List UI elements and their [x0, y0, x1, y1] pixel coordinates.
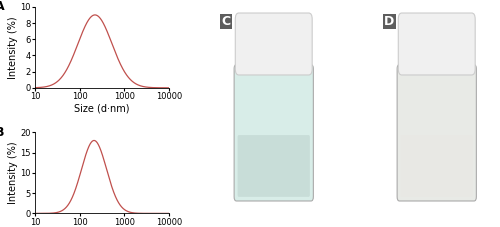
FancyBboxPatch shape: [236, 13, 312, 75]
Text: C: C: [222, 15, 230, 28]
FancyBboxPatch shape: [238, 135, 310, 197]
Text: D: D: [384, 15, 394, 28]
FancyBboxPatch shape: [400, 135, 473, 197]
X-axis label: Size (d·nm): Size (d·nm): [74, 104, 130, 114]
Y-axis label: Intensity (%): Intensity (%): [8, 142, 18, 204]
FancyBboxPatch shape: [234, 65, 314, 201]
Text: B: B: [0, 126, 4, 139]
Text: A: A: [0, 0, 4, 13]
FancyBboxPatch shape: [397, 65, 476, 201]
Y-axis label: Intensity (%): Intensity (%): [8, 16, 18, 79]
FancyBboxPatch shape: [398, 13, 475, 75]
